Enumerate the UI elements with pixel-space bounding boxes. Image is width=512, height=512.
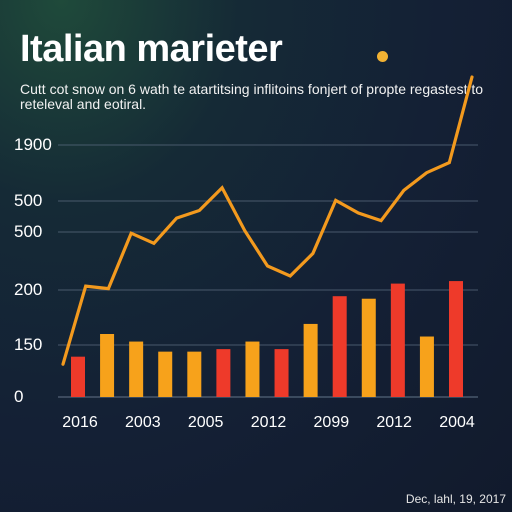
chart-subtitle: Cutt cot snow on 6 wath te atartitsing i… <box>20 81 484 112</box>
y-tick-label: 1900 <box>14 135 52 154</box>
x-tick-label: 2003 <box>125 414 161 431</box>
accent-dot <box>377 51 388 62</box>
bar <box>187 351 202 397</box>
chart-title: Italian marieter <box>20 28 283 70</box>
bar <box>390 283 405 397</box>
bar <box>216 349 231 397</box>
y-tick-label: 200 <box>14 280 42 299</box>
x-tick-label: 2012 <box>251 414 287 431</box>
bar <box>419 336 434 397</box>
x-tick-label: 2005 <box>188 414 224 431</box>
bar <box>129 341 144 397</box>
series-line <box>61 75 474 366</box>
bar <box>449 281 463 397</box>
bar <box>274 349 289 397</box>
y-tick-label: 0 <box>14 387 23 406</box>
bar <box>158 351 173 397</box>
bar <box>332 296 347 397</box>
y-tick-label: 500 <box>14 191 42 210</box>
footer-date: Dec, lahl, 19, 2017 <box>405 492 506 506</box>
bar <box>361 298 376 397</box>
x-tick-label: 2016 <box>62 414 98 431</box>
x-tick-label: 2004 <box>439 414 475 431</box>
bar <box>100 334 115 397</box>
x-tick-label: 2099 <box>314 414 350 431</box>
x-tick-label: 2012 <box>376 414 412 431</box>
bar <box>245 341 260 397</box>
y-tick-label: 150 <box>14 335 42 354</box>
bar <box>303 323 318 397</box>
bar <box>71 356 85 397</box>
y-tick-label: 500 <box>14 222 42 241</box>
